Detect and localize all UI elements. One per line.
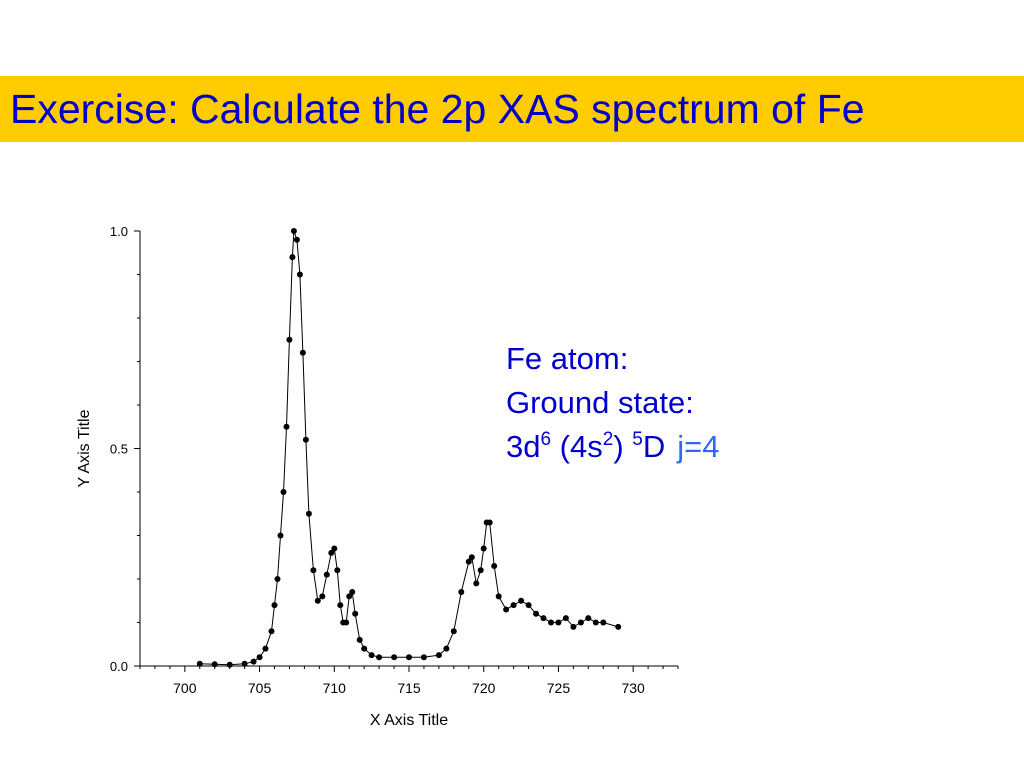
- data-point: [533, 610, 539, 617]
- data-point: [352, 610, 359, 617]
- data-point: [480, 545, 487, 552]
- data-point: [296, 271, 303, 278]
- config-sup-3d: 6: [540, 429, 552, 450]
- data-point: [286, 336, 293, 343]
- data-point: [289, 254, 296, 261]
- y-tick-label: 1.0: [110, 224, 128, 239]
- data-point: [477, 567, 484, 574]
- y-tick-label: 0.0: [110, 659, 128, 674]
- x-tick-label: 710: [323, 680, 347, 696]
- data-point: [346, 593, 353, 600]
- data-point: [268, 628, 275, 635]
- data-point: [376, 654, 383, 661]
- data-point: [420, 654, 427, 661]
- data-point: [540, 615, 547, 622]
- config-base: 3d: [506, 429, 541, 464]
- data-point: [280, 489, 287, 495]
- x-tick-label: 725: [547, 680, 571, 696]
- data-point: [518, 597, 525, 604]
- data-point: [343, 619, 350, 626]
- data-point: [510, 602, 517, 609]
- data-point: [262, 645, 269, 652]
- data-point: [503, 606, 510, 613]
- data-point: [491, 563, 498, 569]
- config-mid: (4s: [551, 429, 603, 464]
- data-point: [577, 619, 584, 626]
- ground-state-info: Fe atom: Ground state: 3d6 (4s2) 5D j=4: [506, 337, 719, 469]
- data-point: [241, 660, 248, 667]
- info-configuration-line: 3d6 (4s2) 5D j=4: [506, 425, 719, 469]
- spectrum-data-points: [196, 228, 622, 668]
- data-point: [319, 593, 326, 600]
- data-point: [196, 660, 203, 667]
- data-point: [592, 619, 599, 626]
- data-point: [450, 628, 457, 635]
- info-atom-line: Fe atom:: [506, 341, 629, 376]
- x-tick-label: 700: [173, 680, 197, 696]
- data-point: [323, 571, 330, 578]
- x-tick-label: 730: [621, 680, 645, 696]
- data-point: [299, 349, 306, 356]
- data-point: [271, 602, 278, 609]
- data-point: [562, 615, 569, 622]
- data-point: [305, 510, 312, 517]
- data-point: [334, 567, 341, 574]
- data-point: [331, 545, 338, 552]
- data-point: [443, 645, 450, 652]
- data-point: [293, 236, 300, 243]
- x-tick-label: 715: [397, 680, 421, 696]
- data-point: [615, 623, 622, 630]
- data-point: [406, 654, 412, 661]
- x-tick-label: 720: [472, 680, 496, 696]
- data-point: [486, 519, 493, 526]
- data-point: [256, 654, 263, 661]
- config-sup-4s: 2: [602, 429, 614, 450]
- data-point: [328, 549, 335, 556]
- data-point: [570, 623, 577, 630]
- config-close: ): [613, 429, 624, 464]
- data-point: [473, 580, 480, 587]
- info-ground-state-line: Ground state:: [506, 385, 694, 420]
- data-point: [302, 436, 309, 443]
- data-point: [349, 589, 356, 595]
- data-point: [391, 654, 398, 661]
- data-point: [250, 658, 257, 665]
- data-point: [277, 532, 284, 539]
- data-point: [525, 602, 532, 609]
- data-point: [368, 652, 375, 659]
- data-point: [211, 661, 218, 668]
- data-point: [226, 661, 233, 668]
- slide-title: Exercise: Calculate the 2p XAS spectrum …: [10, 86, 865, 132]
- data-point: [555, 619, 562, 626]
- y-tick-label: 0.5: [110, 442, 128, 457]
- data-point: [356, 636, 363, 643]
- term-multiplicity: 5: [632, 429, 643, 450]
- title-bar: Exercise: Calculate the 2p XAS spectrum …: [0, 76, 1024, 142]
- x-axis-label: X Axis Title: [370, 712, 448, 729]
- data-point: [435, 652, 442, 659]
- j-value-label: j=4: [677, 429, 720, 464]
- data-point: [361, 645, 368, 652]
- data-point: [495, 593, 502, 600]
- data-point: [468, 554, 475, 561]
- data-point: [274, 576, 281, 582]
- data-point: [548, 619, 554, 626]
- data-point: [600, 619, 607, 626]
- data-point: [310, 567, 317, 574]
- data-point: [337, 602, 344, 609]
- data-point: [458, 589, 465, 595]
- term-letter: D: [642, 429, 666, 464]
- data-point: [585, 615, 592, 622]
- y-axis-label: Y Axis Title: [76, 409, 93, 487]
- x-tick-label: 705: [248, 680, 272, 696]
- data-point: [290, 228, 297, 234]
- data-point: [314, 597, 321, 604]
- data-point: [465, 558, 472, 565]
- data-point: [283, 423, 290, 430]
